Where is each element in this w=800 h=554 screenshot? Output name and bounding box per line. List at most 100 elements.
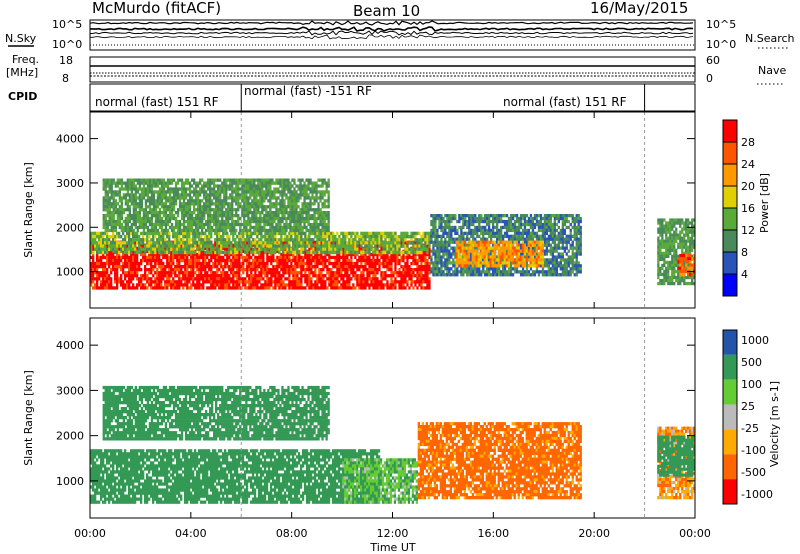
data-cell [116, 208, 119, 212]
data-cell [124, 247, 127, 252]
data-cell [342, 249, 345, 253]
data-cell [315, 228, 318, 233]
data-cell [426, 243, 429, 247]
data-cell [164, 274, 167, 278]
data-cell [422, 231, 425, 236]
data-cell [307, 205, 310, 209]
data-cell [142, 234, 145, 239]
data-cell [364, 283, 367, 287]
data-cell [254, 258, 257, 263]
data-cell [221, 225, 224, 230]
data-cell [239, 228, 242, 233]
data-cell [348, 247, 351, 252]
data-cell [243, 205, 246, 209]
data-cell [190, 211, 194, 215]
data-cell [110, 193, 113, 197]
data-cell [100, 286, 103, 290]
data-cell [110, 178, 113, 182]
data-cell [180, 216, 184, 221]
data-cell [172, 286, 175, 290]
data-cell [110, 261, 113, 266]
data-cell [144, 202, 148, 206]
data-cell [128, 219, 131, 224]
data-cell [338, 258, 341, 263]
data-cell [289, 222, 292, 227]
data-cell [289, 202, 292, 206]
data-cell [211, 214, 214, 218]
data-cell [402, 277, 405, 281]
data-cell [144, 271, 147, 275]
data-cell [170, 208, 174, 212]
data-cell [264, 250, 267, 255]
data-cell [174, 193, 178, 197]
data-cell [116, 181, 119, 185]
data-cell [124, 255, 127, 260]
data-cell [278, 238, 281, 242]
data-cell [366, 258, 369, 263]
data-cell [140, 283, 143, 287]
data-cell [152, 274, 155, 278]
data-cell [309, 199, 312, 203]
data-cell [98, 241, 101, 245]
data-cell [226, 258, 229, 263]
data-cell [229, 222, 232, 227]
data-cell [256, 255, 259, 260]
data-cell [306, 277, 309, 281]
data-cell [232, 280, 235, 284]
data-cell [235, 178, 238, 182]
data-cell [166, 219, 170, 224]
data-cell [237, 184, 240, 188]
data-cell [388, 283, 391, 287]
data-cell [252, 286, 255, 290]
data-cell [257, 184, 260, 188]
data-cell [283, 202, 286, 206]
data-cell [126, 187, 129, 191]
data-cell [96, 244, 99, 248]
nave-label: Nave [758, 64, 786, 77]
data-cell [242, 258, 245, 263]
data-cell [313, 214, 316, 218]
data-cell [246, 268, 249, 272]
data-cell [118, 196, 121, 200]
data-cell [186, 211, 190, 215]
data-cell [270, 231, 273, 236]
data-cell [96, 250, 99, 255]
data-cell [311, 214, 314, 218]
data-cell [156, 244, 159, 248]
data-cell [225, 225, 228, 230]
data-cell [292, 286, 295, 290]
data-cell [122, 193, 125, 197]
data-cell [188, 219, 192, 224]
data-cell [310, 283, 313, 287]
data-cell [327, 205, 330, 209]
data-cell [198, 231, 201, 236]
data-cell [201, 178, 204, 182]
data-cell [102, 216, 105, 221]
data-cell [260, 231, 263, 236]
data-cell [238, 283, 241, 287]
data-cell [199, 187, 202, 191]
data-cell [190, 222, 194, 227]
data-cell [366, 234, 369, 239]
data-cell [162, 250, 165, 255]
data-cell [390, 231, 393, 236]
data-cell [114, 265, 117, 269]
data-cell [412, 246, 415, 250]
data-cell [120, 274, 123, 278]
data-cell [392, 255, 395, 260]
data-cell [416, 268, 419, 272]
data-cell [164, 283, 167, 287]
data-cell [176, 178, 180, 182]
data-cell [216, 244, 219, 248]
data-cell [234, 238, 237, 242]
data-cell [126, 178, 129, 182]
data-cell [142, 228, 146, 233]
data-cell [245, 222, 248, 227]
data-cell [206, 280, 209, 284]
data-cell [386, 241, 389, 245]
data-cell [242, 261, 245, 266]
data-cell [102, 234, 105, 239]
data-cell [330, 255, 333, 260]
data-cell [315, 184, 318, 188]
data-cell [249, 178, 252, 182]
